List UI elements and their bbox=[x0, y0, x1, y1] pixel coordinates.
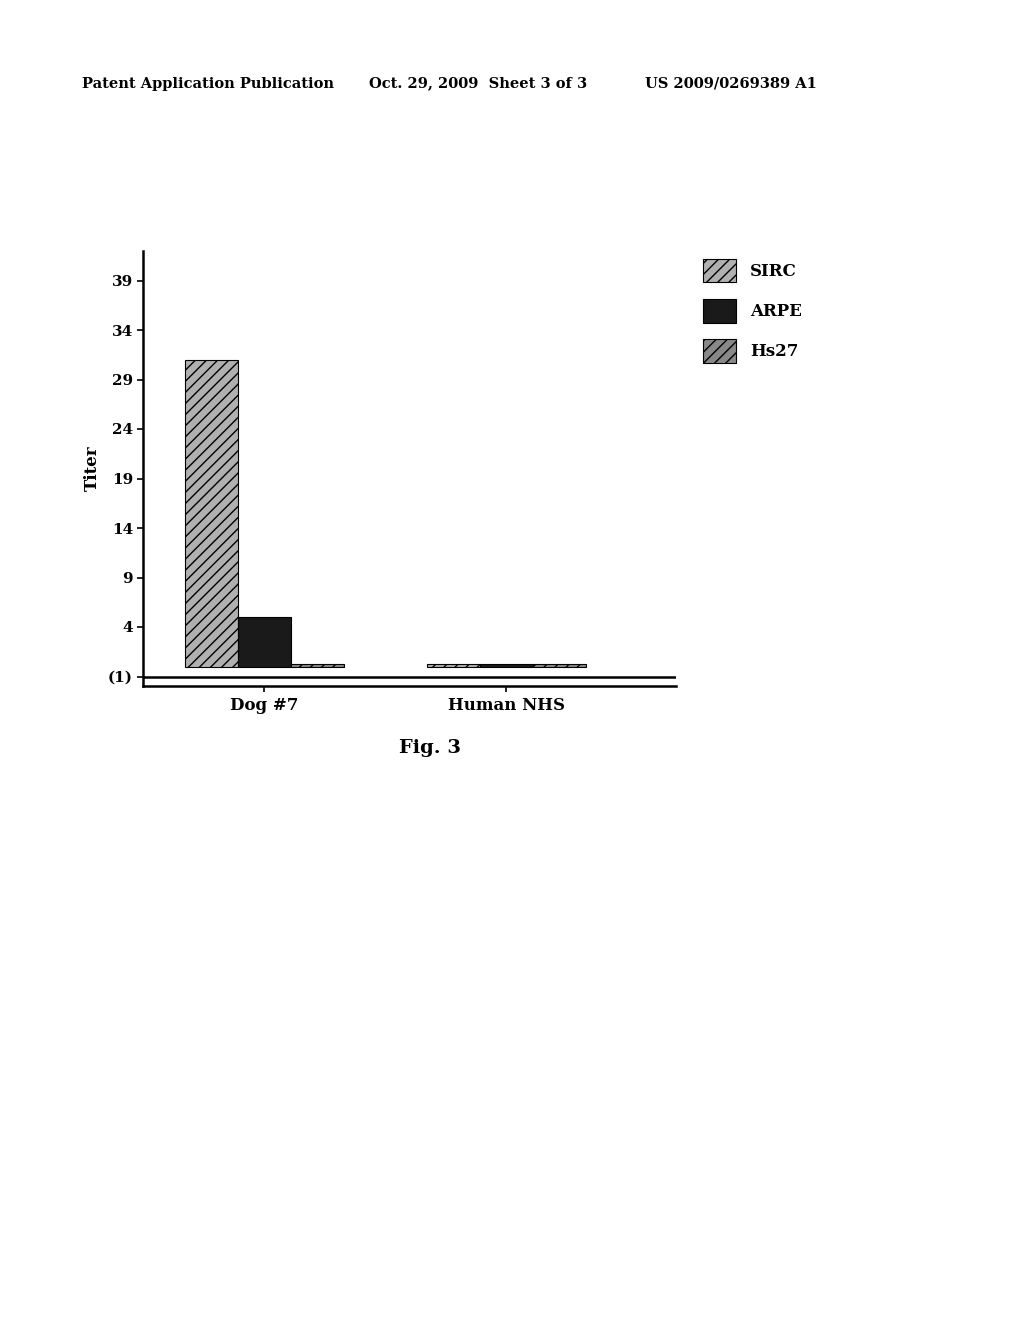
Bar bbox=[238, 618, 291, 667]
Bar bbox=[534, 664, 587, 667]
Legend: SIRC, ARPE, Hs27: SIRC, ARPE, Hs27 bbox=[695, 251, 810, 371]
Text: Oct. 29, 2009  Sheet 3 of 3: Oct. 29, 2009 Sheet 3 of 3 bbox=[369, 77, 587, 91]
Bar bbox=[291, 664, 344, 667]
Bar bbox=[184, 360, 238, 667]
Y-axis label: Titer: Titer bbox=[84, 446, 101, 491]
Bar bbox=[480, 664, 534, 667]
Text: Patent Application Publication: Patent Application Publication bbox=[82, 77, 334, 91]
Text: Fig. 3: Fig. 3 bbox=[399, 739, 461, 758]
Text: US 2009/0269389 A1: US 2009/0269389 A1 bbox=[645, 77, 817, 91]
Bar bbox=[427, 664, 480, 667]
